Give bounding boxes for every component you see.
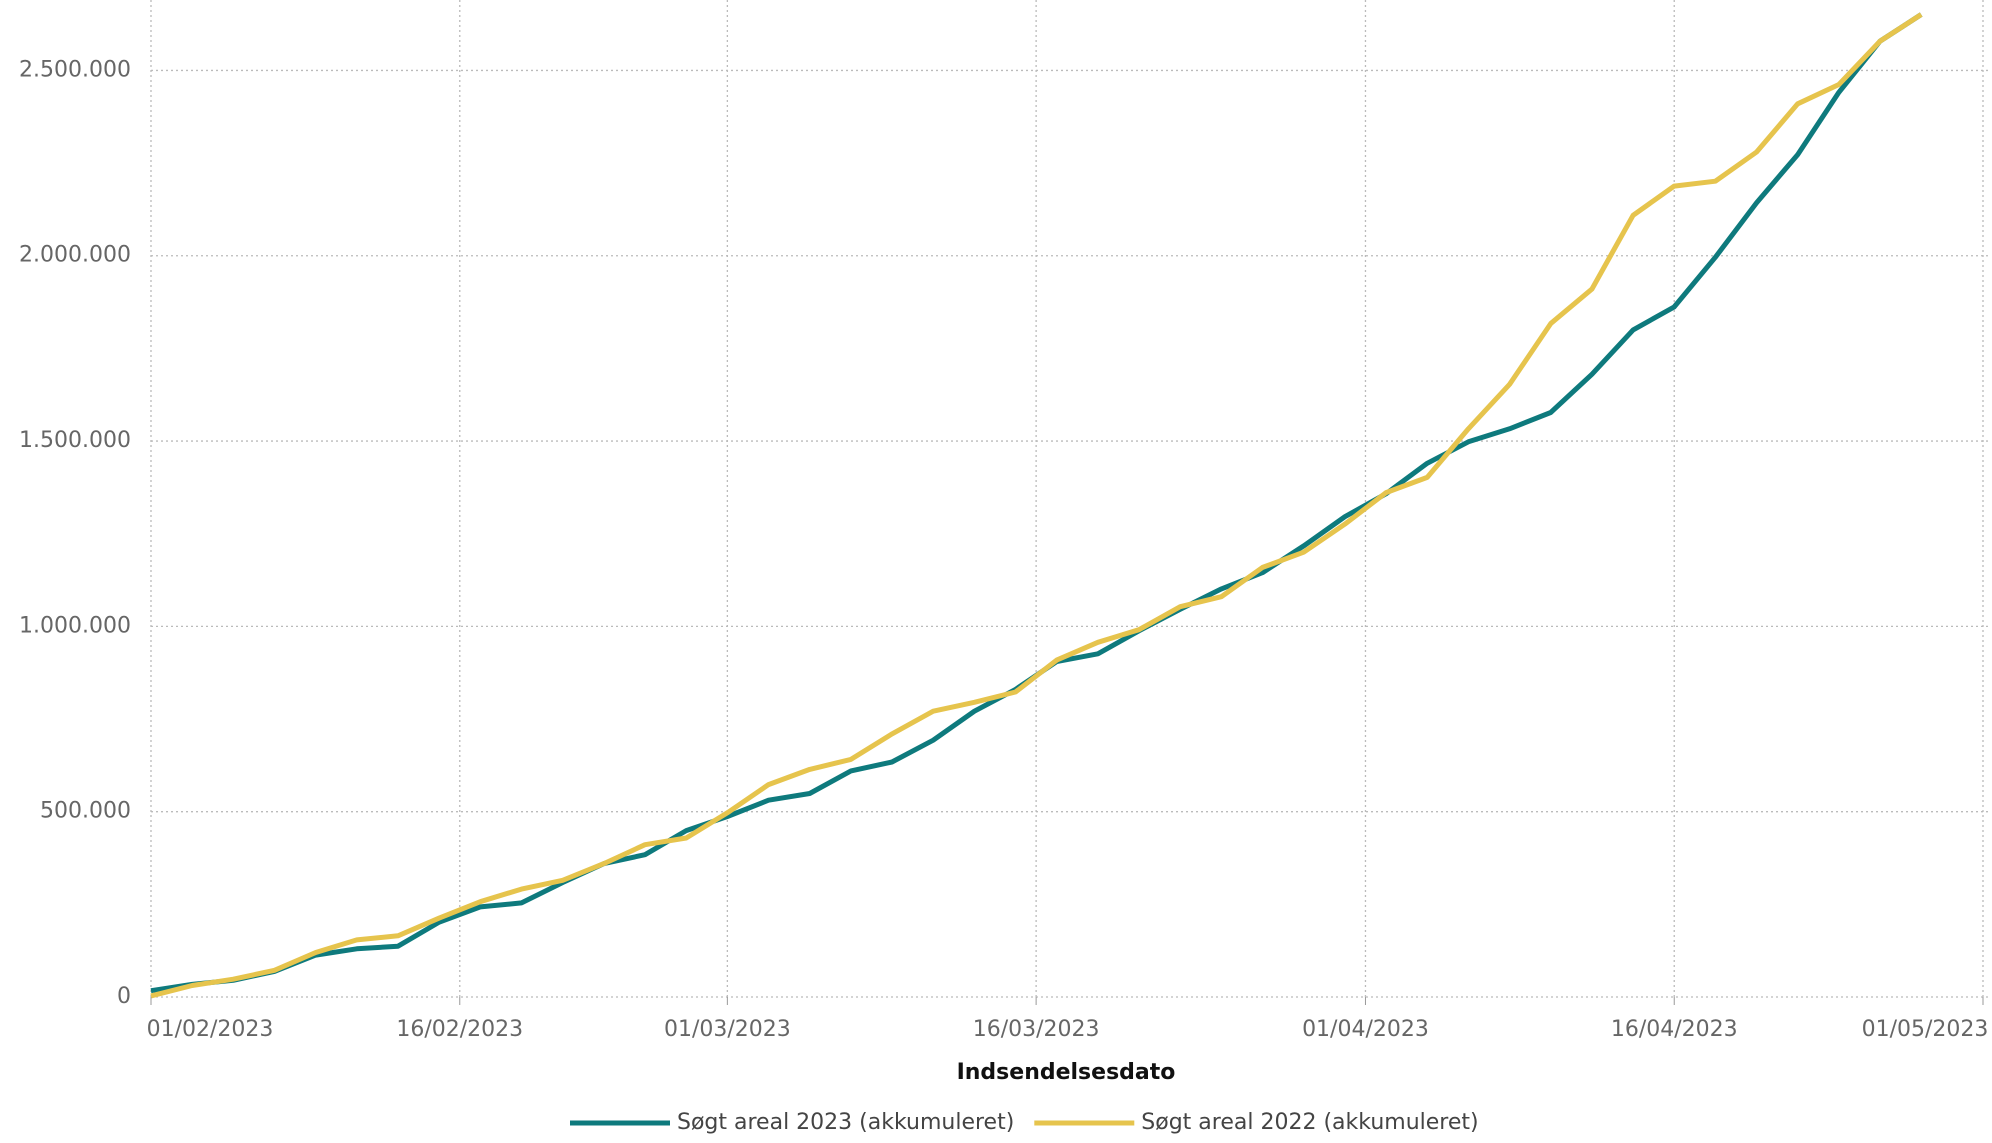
y-tick-label: 2.000.000 <box>19 243 131 268</box>
x-tick-label: 01/02/2023 <box>147 1017 274 1042</box>
legend-label: Søgt areal 2022 (akkumuleret) <box>1141 1110 1478 1135</box>
x-tick-label: 16/03/2023 <box>973 1017 1100 1042</box>
x-axis-label: Indsendelsesdato <box>957 1060 1176 1085</box>
y-tick-label: 500.000 <box>40 799 131 824</box>
x-tick-label: 16/04/2023 <box>1611 1017 1738 1042</box>
x-tick-label: 16/02/2023 <box>396 1017 523 1042</box>
line-series <box>150 12 1923 999</box>
y-tick-label: 1.500.000 <box>19 428 131 453</box>
y-tick-label: 2.500.000 <box>19 57 131 82</box>
y-tick-label: 1.000.000 <box>19 613 131 638</box>
x-tick-label: 01/03/2023 <box>664 1017 791 1042</box>
x-tick-label: 01/04/2023 <box>1302 1017 1429 1042</box>
legend-label: Søgt areal 2023 (akkumuleret) <box>677 1110 1014 1135</box>
y-tick-label: 0 <box>117 984 131 1009</box>
x-tick-label: 01/05/2023 <box>1862 1017 1989 1042</box>
